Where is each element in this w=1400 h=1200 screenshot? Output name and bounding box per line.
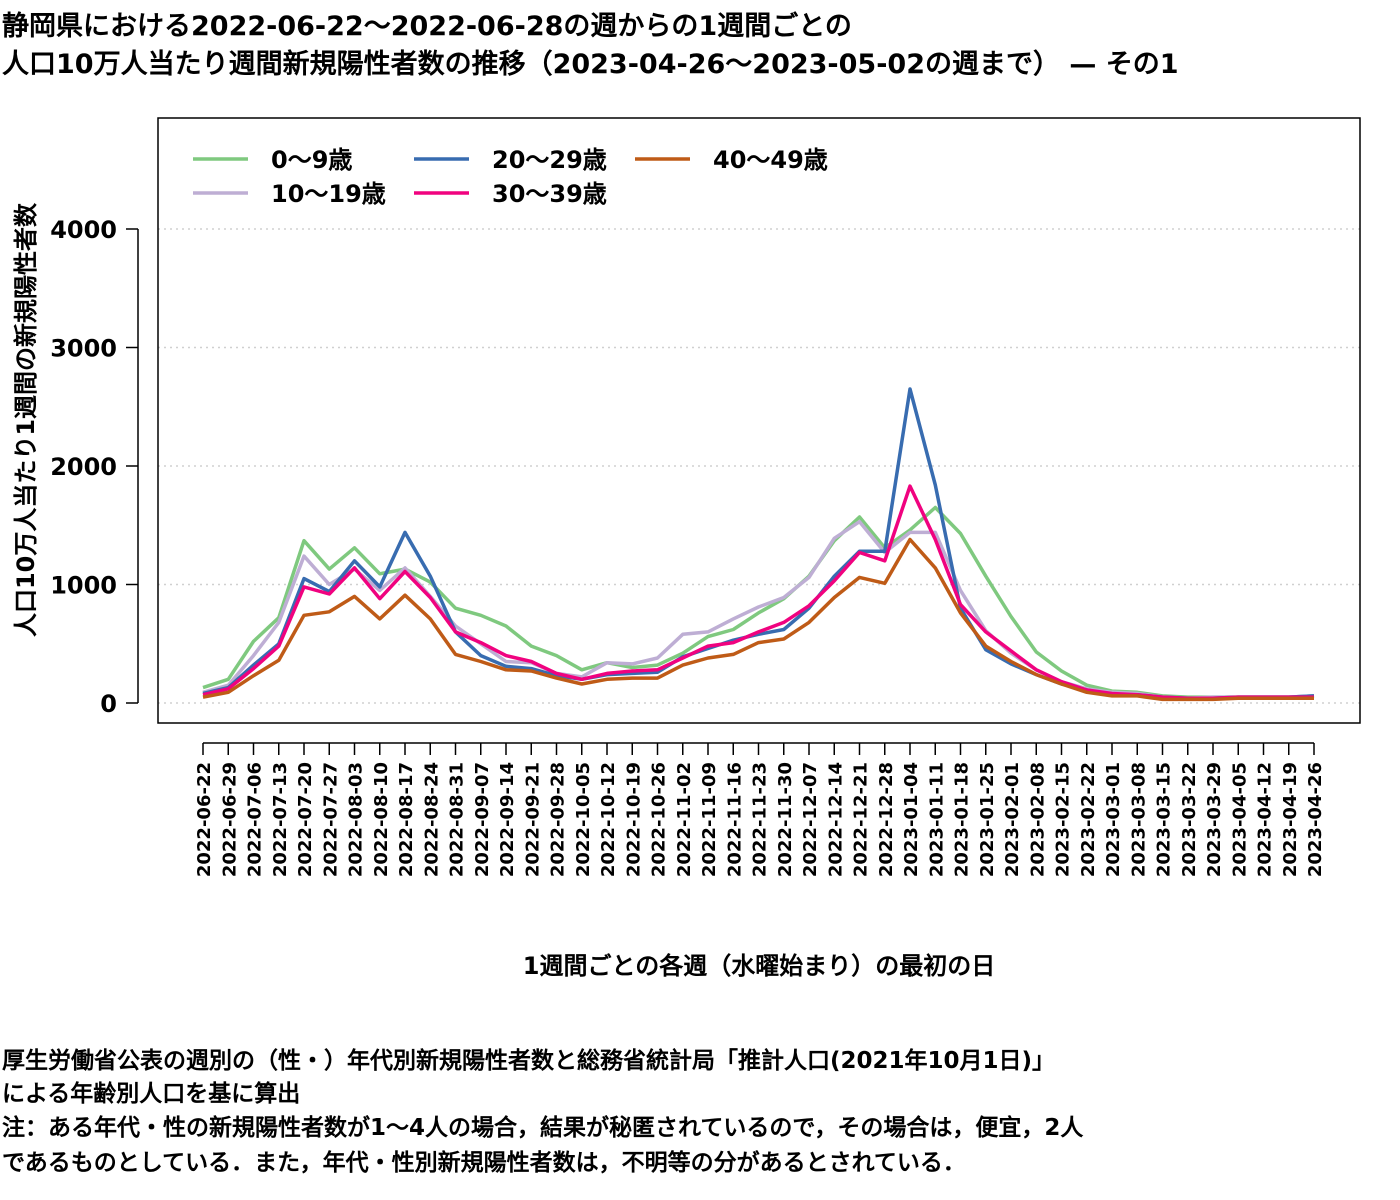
x-tick-label: 2022-10-05 [573,762,594,877]
y-axis-title: 人口10万人当たり1週間の新規陽性者数 [12,202,40,637]
x-tick-label: 2022-12-14 [825,762,846,877]
x-tick-label: 2022-12-28 [876,762,897,877]
x-tick-label: 2023-03-22 [1179,762,1200,877]
y-tick-label: 3000 [50,335,117,363]
series-line-0 [202,505,1315,699]
plot-area-border [157,117,1361,724]
x-tick-label: 2022-11-02 [674,762,695,877]
source-note-line-1: 厚生労働省公表の週別の（性・）年代別新規陽性者数と総務省統計局「推計人口(202… [2,1048,1056,1074]
x-tick-label: 2022-08-03 [346,762,367,877]
legend-label-0: 0〜9歳 [271,146,352,174]
x-tick-label: 2022-09-28 [548,762,569,877]
series-line-2 [202,387,1315,701]
x-tick-label: 2022-07-20 [295,762,316,877]
x-tick-label: 2022-08-31 [447,762,468,877]
x-tick-label: 2022-06-29 [219,762,240,877]
x-tick-label: 2023-02-01 [1002,762,1023,877]
legend-label-1: 10〜19歳 [271,180,386,208]
x-tick-label: 2023-01-04 [901,762,922,877]
x-tick-label: 2022-08-24 [421,762,442,877]
x-tick-label: 2022-10-26 [649,762,670,877]
y-tick-label: 0 [100,690,117,718]
x-tick-label: 2023-04-19 [1280,762,1301,877]
footnote-line-1: 注：ある年代・性の新規陽性者数が1〜4人の場合，結果が秘匿されているので，その場… [2,1115,1084,1141]
x-tick-label: 2023-02-22 [1078,762,1099,877]
series-line-4 [202,537,1314,702]
x-tick-label: 2023-03-29 [1204,762,1225,877]
x-tick-label: 2022-08-17 [396,762,417,877]
x-tick-label: 2022-09-21 [522,762,543,877]
y-tick-label: 2000 [50,453,117,481]
series-line-3 [202,484,1314,701]
x-tick-label: 2022-07-13 [270,762,291,877]
chart-title-line-1: 静岡県における2022-06-22〜2022-06-28の週からの1週間ごとの [2,11,852,42]
x-tick-label: 2023-01-25 [977,762,998,877]
y-tick-label: 1000 [50,572,117,600]
y-tick-label: 4000 [50,216,117,244]
legend-label-2: 20〜29歳 [492,146,607,174]
x-tick-label: 2023-03-01 [1103,762,1124,877]
source-note-line-2: による年齢別人口を基に算出 [2,1081,301,1107]
x-tick-label: 2023-01-11 [926,762,947,877]
x-tick-label: 2022-12-07 [800,762,821,877]
legend-label-4: 40〜49歳 [713,146,828,174]
x-tick-label: 2023-02-15 [1053,762,1074,877]
x-tick-label: 2023-03-08 [1128,762,1149,877]
x-tick-label: 2022-11-23 [750,762,771,877]
legend-label-3: 30〜39歳 [492,180,607,208]
x-tick-label: 2023-01-18 [952,762,973,877]
x-tick-label: 2022-08-10 [371,762,392,877]
x-tick-label: 2022-09-14 [497,762,518,877]
x-tick-label: 2022-07-06 [245,762,266,877]
x-axis-title: 1週間ごとの各週（水曜始まり）の最初の日 [523,952,995,980]
x-tick-label: 2022-11-09 [699,762,720,877]
x-tick-label: 2022-11-16 [724,762,745,877]
x-tick-label: 2022-11-30 [775,762,796,877]
x-tick-label: 2022-09-07 [472,762,493,877]
x-tick-label: 2022-07-27 [320,762,341,877]
x-tick-label: 2023-03-15 [1154,762,1175,877]
x-tick-label: 2023-04-26 [1305,762,1326,877]
x-tick-label: 2023-02-08 [1027,762,1048,877]
x-tick-label: 2022-10-19 [623,762,644,877]
x-tick-label: 2022-06-22 [194,762,215,877]
x-tick-label: 2022-12-21 [851,762,872,877]
footnote-line-2: であるものとしている．また，年代・性別新規陽性者数は，不明等の分があるとされてい… [2,1150,966,1176]
chart-title-line-2: 人口10万人当たり週間新規陽性者数の推移（2023-04-26〜2023-05-… [2,49,1179,80]
x-tick-label: 2022-10-12 [598,762,619,877]
x-tick-label: 2023-04-05 [1229,762,1250,877]
x-tick-label: 2023-04-12 [1255,762,1276,877]
